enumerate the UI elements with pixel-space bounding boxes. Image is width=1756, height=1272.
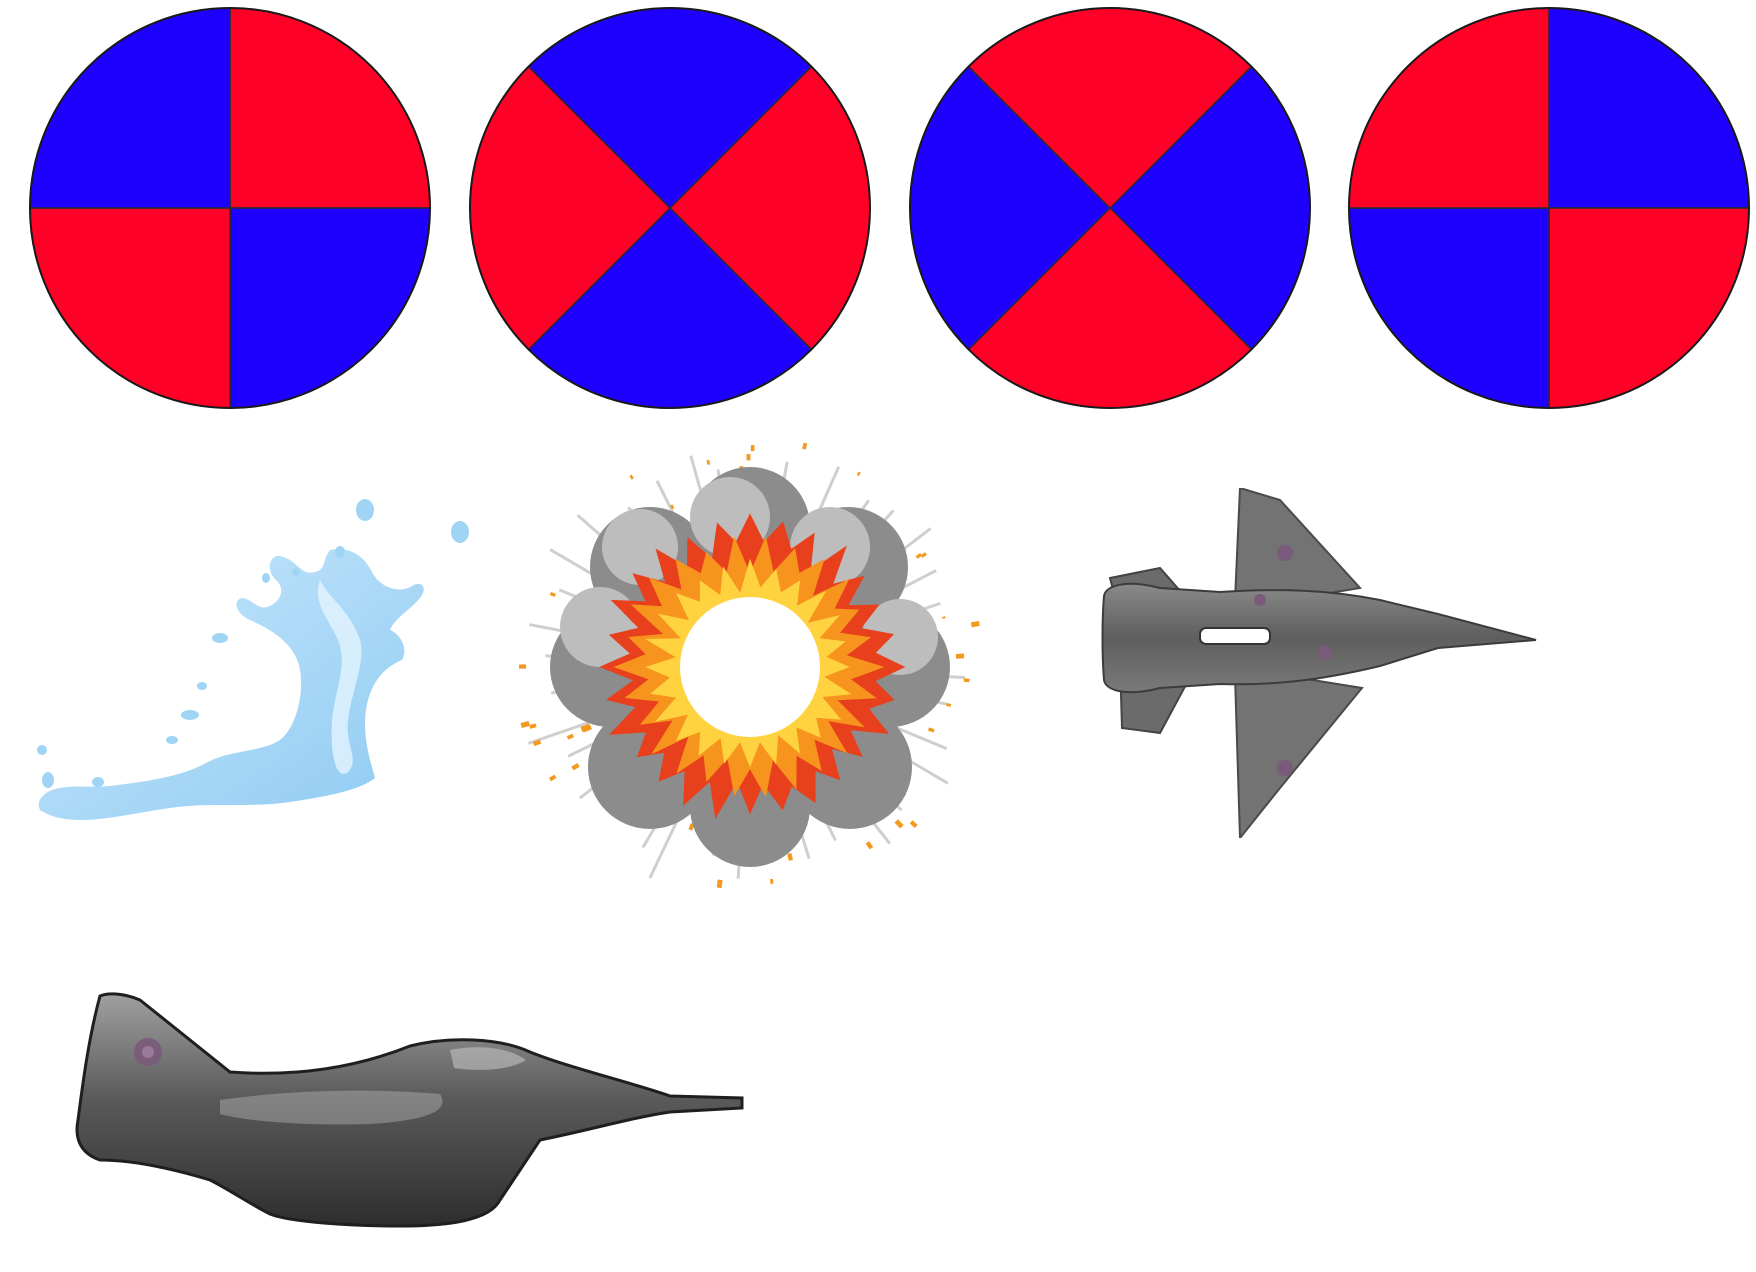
spinner-frame-3 <box>909 7 1311 409</box>
jet-side-view-icon <box>75 992 744 1228</box>
spinner-frame-1 <box>29 7 431 409</box>
disc-quadrant <box>1348 207 1550 409</box>
disc-quadrant <box>229 207 431 409</box>
disc-outline <box>469 7 871 409</box>
jet-top-view-icon <box>1101 488 1537 838</box>
explosion-icon <box>518 442 980 889</box>
disc-quadrant <box>29 7 231 209</box>
disc-quadrant <box>229 7 431 209</box>
water-splash-icon <box>37 499 469 821</box>
spinner-frame-2 <box>469 7 871 409</box>
disc-quadrant <box>29 207 231 409</box>
disc-outline <box>909 7 1311 409</box>
disc-outline <box>29 7 431 409</box>
disc-outline <box>1348 7 1750 409</box>
spinner-frame-4 <box>1348 7 1750 409</box>
disc-quadrant <box>1548 207 1750 409</box>
disc-quadrant <box>1348 7 1550 209</box>
disc-quadrant <box>1548 7 1750 209</box>
